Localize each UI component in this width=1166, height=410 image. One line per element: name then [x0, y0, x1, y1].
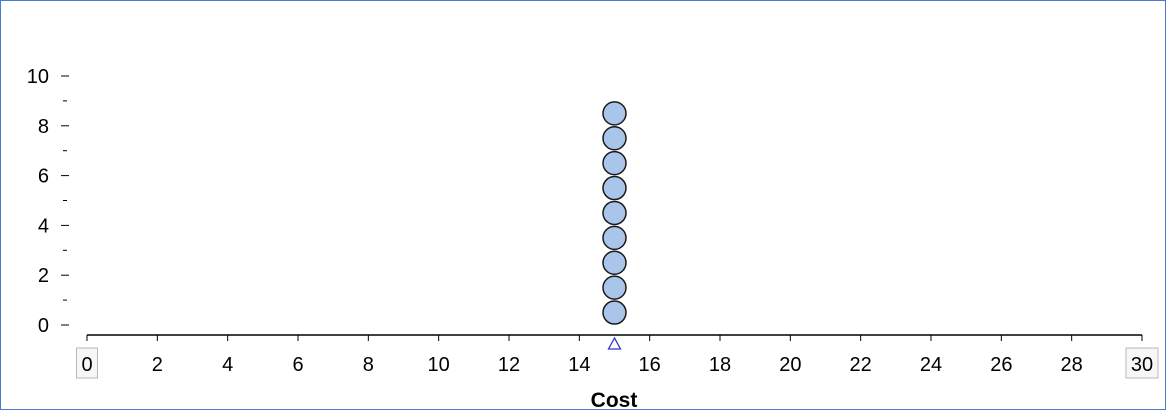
x-tick-label: 6	[292, 354, 303, 376]
x-tick-label: 28	[1061, 354, 1083, 376]
y-tick-label: 10	[27, 66, 49, 88]
y-tick-label: 6	[38, 166, 49, 188]
x-tick-label: 12	[498, 354, 520, 376]
x-tick-label: 4	[222, 354, 233, 376]
data-points	[602, 101, 627, 325]
data-point	[602, 250, 627, 275]
y-tick-label: 4	[38, 215, 49, 237]
x-tick-label: 26	[990, 354, 1012, 376]
data-point	[602, 225, 627, 251]
data-point	[602, 175, 627, 201]
x-tick-label: 18	[709, 354, 731, 376]
x-tick-label: 8	[363, 354, 374, 376]
x-tick-label: 10	[428, 354, 450, 376]
data-point	[602, 126, 627, 151]
x-tick-label: 16	[639, 354, 661, 376]
x-tick-label: 0	[81, 354, 92, 376]
y-tick-label: 2	[38, 265, 49, 287]
data-point	[602, 300, 627, 325]
data-point	[602, 150, 627, 176]
markers	[607, 336, 622, 350]
x-axis-title: Cost	[591, 389, 638, 409]
data-point	[602, 275, 627, 300]
x-tick-label: 20	[779, 354, 801, 376]
x-tick-label: 30	[1131, 354, 1153, 376]
x-axis: 0 2 4 6 8 10 12 14 16 18 20 22 24 26 28 30	[76, 334, 1159, 379]
x-tick-label: 22	[850, 354, 872, 376]
y-tick-label: 8	[38, 116, 49, 138]
x-tick-label: 2	[152, 354, 163, 376]
data-point	[602, 101, 627, 126]
y-tick-label: 0	[38, 315, 49, 337]
x-tick-label: 24	[920, 354, 942, 376]
y-axis: 0 2 4 6 8 10	[27, 66, 69, 337]
mean-marker	[607, 336, 622, 350]
x-range-box[interactable]	[76, 347, 98, 379]
x-range-box[interactable]	[1125, 347, 1159, 379]
data-point	[602, 200, 627, 226]
x-tick-label: 14	[568, 354, 590, 376]
